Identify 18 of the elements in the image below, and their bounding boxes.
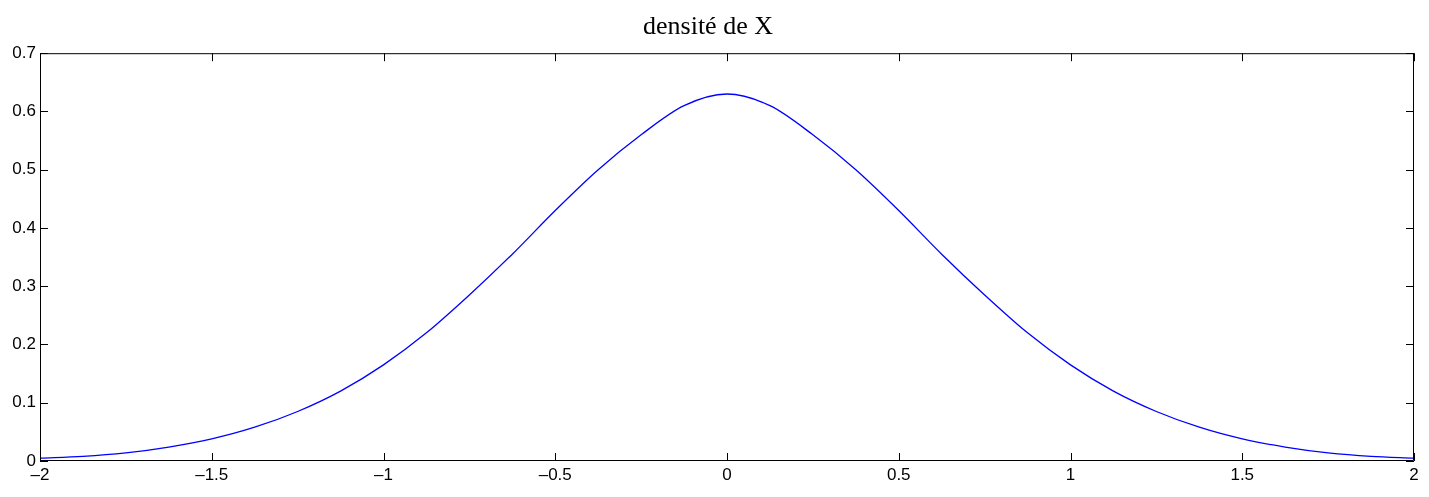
y-tick-label: 0.1 (12, 392, 36, 412)
y-tick-label: 0.3 (12, 275, 36, 295)
y-tick-label: 0.2 (12, 334, 36, 354)
y-tick-label: 0.4 (12, 217, 36, 237)
x-tick-label: 1 (1065, 464, 1076, 484)
x-tick-label: –0.5 (538, 464, 572, 484)
y-tick-label: 0 (26, 450, 36, 470)
line-series (40, 93, 1414, 459)
y-tick-label: 0.5 (12, 159, 36, 179)
x-tick-label: 2 (1409, 464, 1419, 484)
x-tick-label: –1 (374, 464, 393, 484)
x-tick-label: 0.5 (886, 464, 911, 484)
y-tick-label: 0.7 (12, 42, 36, 62)
x-tick-label: 1.5 (1230, 464, 1255, 484)
y-tick-label: 0.6 (12, 101, 36, 121)
x-tick-label: –1.5 (195, 464, 229, 484)
chart-title: densité de X (643, 11, 774, 41)
x-tick-label: 0 (722, 464, 732, 484)
